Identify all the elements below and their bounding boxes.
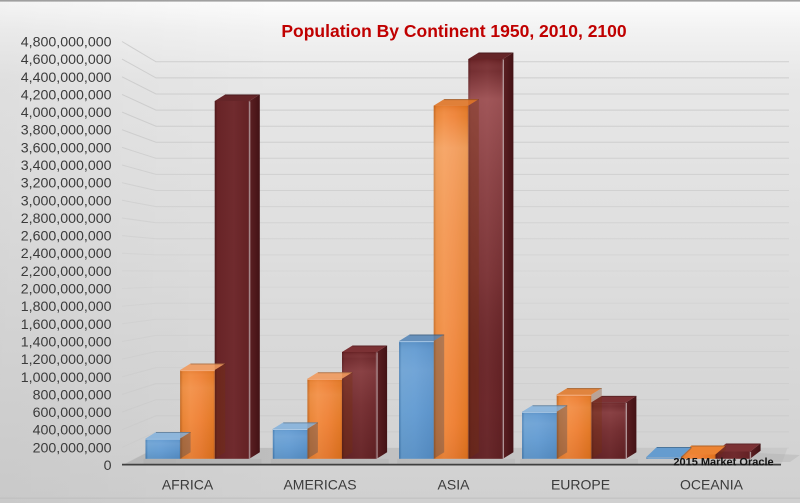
svg-text:1,200,000,000: 1,200,000,000 <box>21 352 112 368</box>
svg-text:4,600,000,000: 4,600,000,000 <box>21 52 112 68</box>
svg-text:2,800,000,000: 2,800,000,000 <box>21 211 112 227</box>
svg-text:4,000,000,000: 4,000,000,000 <box>21 105 112 121</box>
svg-text:Population By Continent 1950,: Population By Continent 1950, 2010, 2100 <box>281 21 627 41</box>
svg-text:4,200,000,000: 4,200,000,000 <box>21 87 112 103</box>
svg-text:3,000,000,000: 3,000,000,000 <box>21 193 112 209</box>
svg-text:2,400,000,000: 2,400,000,000 <box>21 246 112 262</box>
svg-text:1,400,000,000: 1,400,000,000 <box>21 335 112 351</box>
svg-text:EUROPE: EUROPE <box>551 477 610 493</box>
svg-text:2,000,000,000: 2,000,000,000 <box>21 282 112 298</box>
svg-text:OCEANIA: OCEANIA <box>680 477 744 493</box>
svg-text:AMERICAS: AMERICAS <box>283 477 356 493</box>
svg-text:3,800,000,000: 3,800,000,000 <box>21 123 112 139</box>
svg-text:3,600,000,000: 3,600,000,000 <box>21 140 112 156</box>
svg-text:600,000,000: 600,000,000 <box>33 405 112 421</box>
svg-text:1,800,000,000: 1,800,000,000 <box>21 299 112 315</box>
svg-text:2,200,000,000: 2,200,000,000 <box>21 264 112 280</box>
svg-text:3,200,000,000: 3,200,000,000 <box>21 176 112 192</box>
svg-text:2015 Market Oracle: 2015 Market Oracle <box>673 457 773 469</box>
svg-text:200,000,000: 200,000,000 <box>33 440 112 456</box>
svg-text:3,400,000,000: 3,400,000,000 <box>21 158 112 174</box>
svg-text:ASIA: ASIA <box>438 477 471 493</box>
svg-text:400,000,000: 400,000,000 <box>33 423 112 439</box>
svg-text:4,400,000,000: 4,400,000,000 <box>21 70 112 86</box>
svg-text:AFRICA: AFRICA <box>162 477 214 493</box>
svg-text:2,600,000,000: 2,600,000,000 <box>21 229 112 245</box>
svg-text:1,600,000,000: 1,600,000,000 <box>21 317 112 333</box>
svg-text:800,000,000: 800,000,000 <box>33 387 112 403</box>
svg-text:1,000,000,000: 1,000,000,000 <box>21 370 112 386</box>
svg-text:0: 0 <box>104 458 112 474</box>
svg-text:4,800,000,000: 4,800,000,000 <box>21 35 112 51</box>
